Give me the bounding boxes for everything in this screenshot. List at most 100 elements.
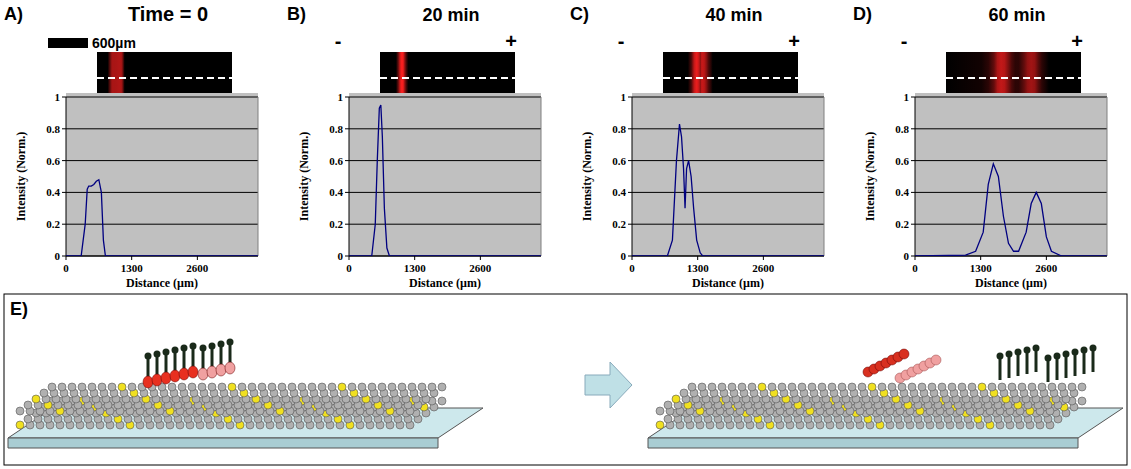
tick bbox=[62, 97, 66, 98]
tick-label: 0.8 bbox=[46, 123, 60, 135]
head bbox=[209, 343, 216, 350]
lipid bbox=[656, 421, 664, 429]
tick bbox=[628, 160, 632, 161]
tick-label: 0.8 bbox=[895, 123, 909, 135]
lipid bbox=[1078, 383, 1086, 391]
panel-title: 40 min bbox=[705, 5, 762, 25]
head bbox=[997, 353, 1004, 360]
lipid bbox=[908, 383, 916, 391]
head bbox=[1090, 345, 1097, 352]
lipid bbox=[758, 383, 766, 391]
head bbox=[1054, 353, 1061, 360]
dye bbox=[161, 372, 171, 384]
lipid bbox=[16, 421, 24, 429]
y-axis-title: Intensity (Norm.) bbox=[863, 132, 877, 221]
tick-label: 0 bbox=[621, 250, 627, 262]
grid-line bbox=[349, 97, 541, 98]
lipid bbox=[748, 383, 756, 391]
tick bbox=[62, 192, 66, 193]
tick-label: 0.6 bbox=[612, 155, 626, 167]
panel-title: 60 min bbox=[988, 5, 1045, 25]
tick-label: 0.4 bbox=[612, 186, 626, 198]
tick bbox=[62, 128, 66, 129]
tick-label: 0.4 bbox=[895, 186, 909, 198]
tail bbox=[1026, 352, 1029, 374]
tick-label: 2600 bbox=[186, 262, 209, 274]
grid-line bbox=[915, 97, 1107, 98]
dye bbox=[207, 366, 217, 378]
lipid bbox=[778, 383, 786, 391]
lipid bbox=[998, 383, 1006, 391]
head bbox=[163, 349, 170, 356]
lipid bbox=[98, 383, 106, 391]
tick-label: 1300 bbox=[121, 262, 144, 274]
tick bbox=[345, 160, 349, 161]
lipid bbox=[768, 383, 776, 391]
tick bbox=[697, 256, 698, 260]
plot-area bbox=[66, 93, 258, 256]
lipid bbox=[278, 383, 286, 391]
lipid bbox=[118, 383, 126, 391]
plot-marks bbox=[632, 124, 824, 256]
lipid bbox=[32, 395, 40, 403]
lipid bbox=[788, 383, 796, 391]
lipid bbox=[128, 383, 136, 391]
y-axis bbox=[66, 97, 67, 256]
frame bbox=[258, 97, 259, 256]
tick-label: 2600 bbox=[1035, 262, 1058, 274]
lipid bbox=[978, 383, 986, 391]
lipid bbox=[858, 383, 866, 391]
lipid bbox=[708, 383, 716, 391]
tick bbox=[345, 224, 349, 225]
lipid bbox=[308, 383, 316, 391]
lipid bbox=[1058, 383, 1066, 391]
tick bbox=[628, 224, 632, 225]
panel-label: B) bbox=[287, 4, 306, 24]
tail bbox=[1065, 356, 1068, 378]
head bbox=[1024, 347, 1031, 354]
lipid bbox=[68, 383, 76, 391]
bilayer bbox=[648, 383, 1123, 448]
head bbox=[1072, 349, 1079, 356]
lipid bbox=[968, 383, 976, 391]
grid-line bbox=[66, 192, 258, 193]
fluorescence-image bbox=[97, 52, 232, 94]
head bbox=[181, 345, 188, 352]
panel: D)60 min-+00.20.40.60.81013002600Distanc… bbox=[853, 4, 1107, 290]
lipid bbox=[1018, 383, 1026, 391]
frame bbox=[541, 97, 542, 256]
lipid bbox=[328, 383, 336, 391]
lipid bbox=[358, 383, 366, 391]
panel-title: Time = 0 bbox=[128, 3, 208, 25]
image-ground bbox=[946, 52, 1081, 94]
lipid bbox=[248, 383, 256, 391]
lipid bbox=[948, 383, 956, 391]
lipid bbox=[348, 383, 356, 391]
lipid bbox=[798, 383, 806, 391]
tick bbox=[345, 97, 349, 98]
lipid bbox=[88, 383, 96, 391]
lipid bbox=[218, 383, 226, 391]
tick-label: 1300 bbox=[970, 262, 993, 274]
head bbox=[1081, 347, 1088, 354]
tick bbox=[480, 256, 481, 260]
tick-label: 0 bbox=[55, 250, 61, 262]
lipid bbox=[898, 383, 906, 391]
x-axis-title: Distance (µm) bbox=[126, 276, 198, 290]
tick bbox=[345, 192, 349, 193]
tick-label: 0.2 bbox=[46, 218, 60, 230]
head bbox=[154, 351, 161, 358]
y-axis bbox=[915, 97, 916, 256]
grid-line bbox=[632, 160, 824, 161]
tail bbox=[1047, 360, 1050, 382]
polarity-label: + bbox=[505, 30, 517, 52]
lipid bbox=[16, 407, 24, 415]
panel: A)Time = 0600µm00.20.40.60.81013002600Di… bbox=[4, 3, 258, 290]
lipid bbox=[258, 383, 266, 391]
tick-label: 0.2 bbox=[329, 218, 343, 230]
dye bbox=[198, 368, 208, 380]
plot-area bbox=[632, 93, 824, 256]
frame bbox=[824, 97, 825, 256]
schematic: E) bbox=[4, 294, 1127, 465]
grid-line bbox=[915, 160, 1107, 161]
